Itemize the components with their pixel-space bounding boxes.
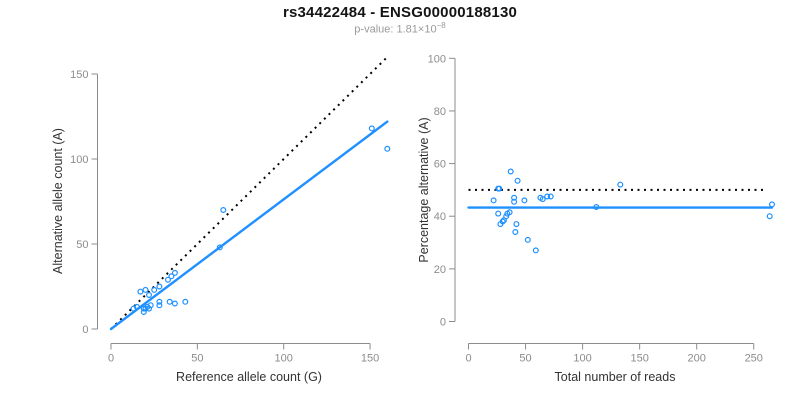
- data-point: [168, 273, 175, 280]
- data-point: [544, 193, 551, 200]
- data-point: [146, 292, 153, 299]
- data-point: [547, 193, 554, 200]
- y-tick-label: 40: [434, 211, 446, 223]
- data-point: [147, 302, 154, 309]
- data-point: [521, 197, 528, 204]
- x-tick-label: 50: [191, 353, 203, 365]
- data-point: [171, 269, 178, 276]
- x-tick-label: 50: [519, 353, 531, 365]
- y-tick-label: 0: [440, 317, 446, 329]
- data-point: [766, 213, 773, 220]
- data-point: [495, 210, 502, 217]
- data-point: [511, 194, 518, 201]
- x-tick-label: 100: [275, 353, 293, 365]
- data-point: [617, 181, 624, 188]
- x-tick-label: 150: [361, 353, 379, 365]
- data-point: [768, 201, 775, 208]
- data-point: [220, 207, 227, 214]
- data-point: [511, 198, 518, 205]
- data-point: [133, 303, 140, 310]
- data-point: [142, 286, 149, 293]
- data-point: [513, 221, 520, 228]
- data-point: [156, 298, 163, 305]
- x-tick-label: 0: [108, 353, 114, 365]
- y-tick-label: 20: [434, 264, 446, 276]
- data-point: [151, 286, 158, 293]
- page-title: rs34422484 - ENSG00000188130: [282, 4, 518, 21]
- y-tick-label: 50: [76, 239, 88, 251]
- x-tick-label: 200: [688, 353, 706, 365]
- y-tick-label: 0: [82, 324, 88, 336]
- data-point: [500, 217, 507, 224]
- data-point: [514, 177, 521, 184]
- data-point: [506, 209, 513, 216]
- left-scatter-plot: 0 50 100 150 0 50 100 150: [70, 56, 391, 365]
- data-point: [384, 145, 391, 152]
- data-point: [156, 283, 163, 290]
- data-point: [368, 125, 375, 132]
- data-point: [593, 204, 600, 211]
- y-tick-label: 80: [434, 106, 446, 118]
- data-point: [490, 197, 497, 204]
- x-tick-label: 100: [573, 353, 591, 365]
- y-tick-label: 150: [70, 69, 88, 81]
- x-tick-label: 0: [465, 353, 471, 365]
- left-y-axis-label: Alternative allele count (A): [51, 128, 65, 274]
- right-x-axis-label: Total number of reads: [555, 370, 676, 384]
- pvalue-exponent: −8: [436, 21, 446, 30]
- right-scatter-plot: 0 50 100 150 200 250 0 20 40 60 80 100: [428, 53, 775, 365]
- data-point: [507, 168, 514, 175]
- y-tick-label: 60: [434, 159, 446, 171]
- x-tick-label: 150: [630, 353, 648, 365]
- data-point: [499, 218, 506, 225]
- y-tick-label: 100: [428, 53, 446, 65]
- right-y-axis-label: Percentage alternative (A): [417, 117, 431, 262]
- data-point: [539, 196, 546, 203]
- y-tick-label: 100: [70, 154, 88, 166]
- data-point: [524, 236, 531, 243]
- pvalue-text: p-value: 1.81×10: [354, 23, 437, 36]
- data-point: [166, 298, 173, 305]
- data-point: [137, 288, 144, 295]
- data-point: [216, 244, 223, 251]
- data-point: [165, 276, 172, 283]
- x-tick-label: 250: [745, 353, 763, 365]
- fit-line: [109, 120, 389, 331]
- data-point: [532, 247, 539, 254]
- data-point: [171, 300, 178, 307]
- left-x-axis-label: Reference allele count (G): [176, 370, 322, 384]
- data-point: [496, 185, 503, 192]
- data-point: [182, 298, 189, 305]
- data-point: [512, 229, 519, 236]
- page-subtitle: p-value: 1.81×10−8: [0, 21, 800, 36]
- data-point: [156, 302, 163, 309]
